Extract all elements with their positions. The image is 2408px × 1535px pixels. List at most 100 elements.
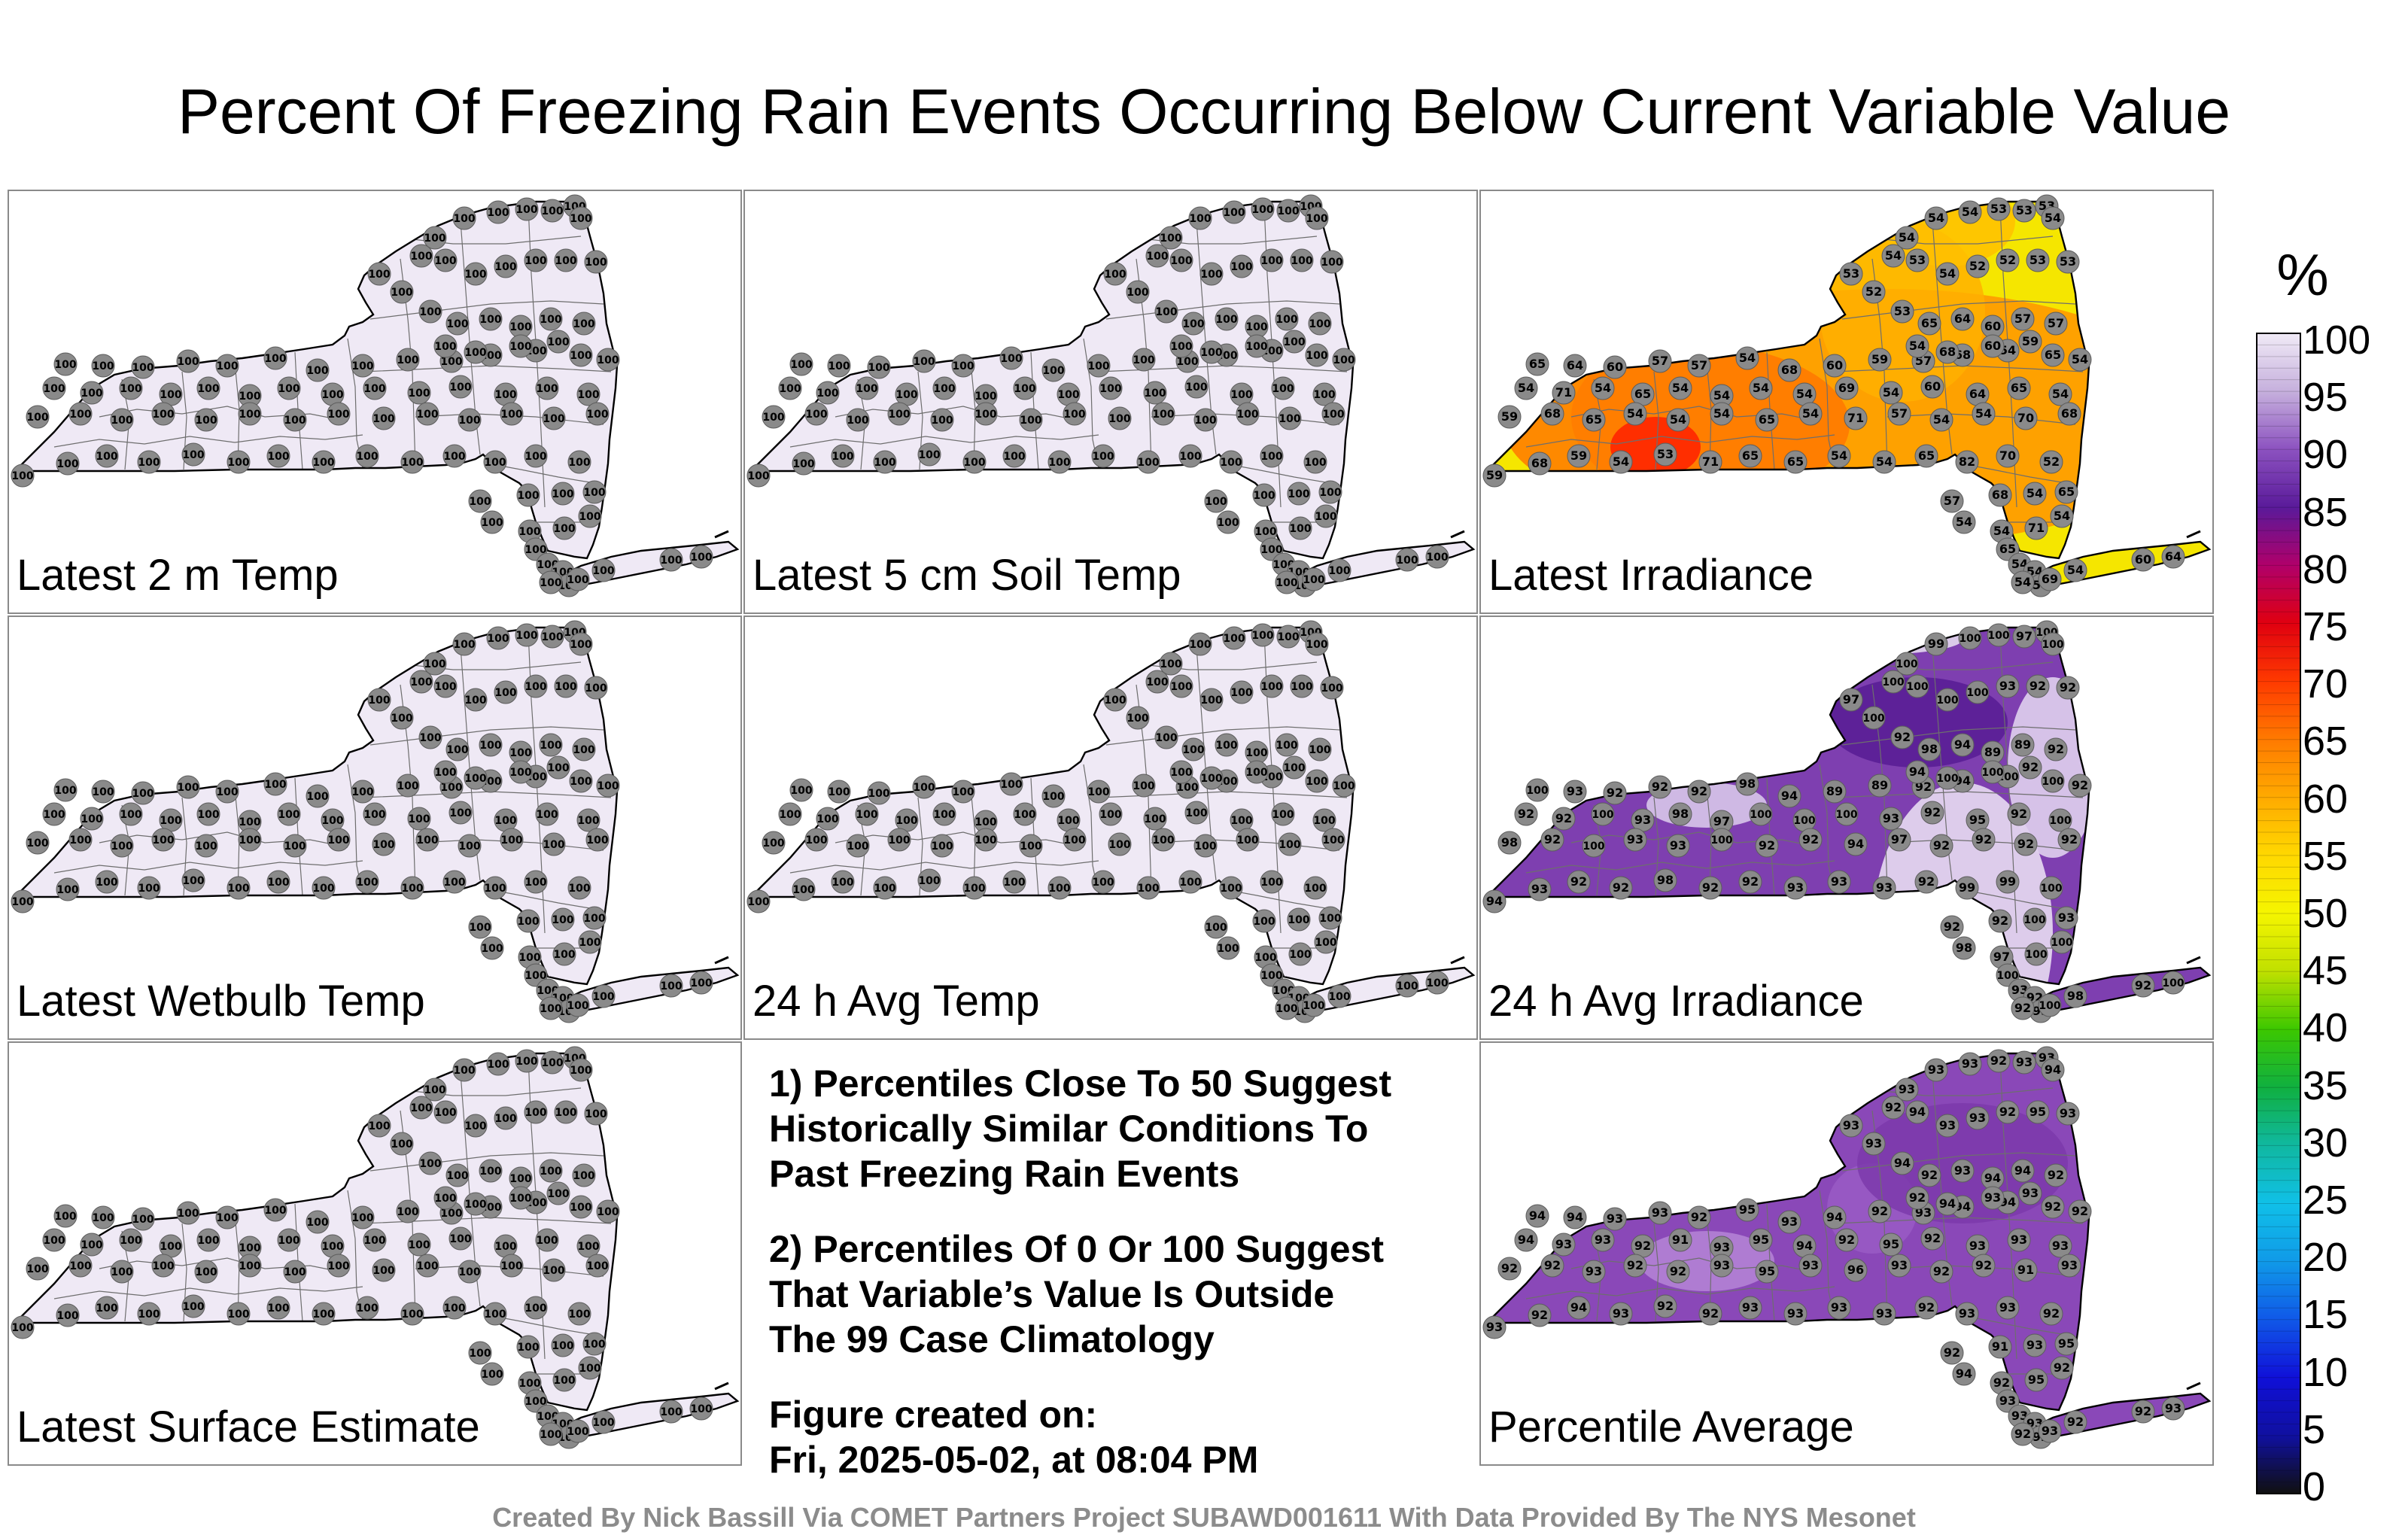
svg-text:100: 100: [1289, 523, 1311, 535]
svg-text:92: 92: [1555, 811, 1572, 825]
station-marker: 100: [1103, 262, 1127, 286]
svg-text:100: 100: [805, 409, 827, 421]
svg-text:100: 100: [1215, 314, 1237, 326]
station-marker: 100: [119, 376, 143, 400]
svg-text:93: 93: [2011, 1409, 2028, 1423]
station-marker: 92: [1940, 915, 1964, 939]
station-marker: 100: [1332, 348, 1356, 372]
svg-text:93: 93: [1962, 1056, 1978, 1071]
station-marker: 100: [1236, 402, 1260, 426]
svg-text:100: 100: [469, 1348, 491, 1360]
svg-text:100: 100: [540, 1003, 561, 1015]
svg-text:92: 92: [1544, 832, 1561, 847]
station-marker: 93: [1710, 1254, 1734, 1278]
station-marker: 100: [363, 1228, 387, 1252]
svg-text:100: 100: [573, 1170, 594, 1182]
svg-text:100: 100: [573, 318, 594, 330]
station-marker: 100: [518, 1371, 542, 1395]
station-marker: 100: [1057, 382, 1081, 406]
svg-text:100: 100: [434, 767, 456, 779]
station-marker: 100: [1321, 402, 1345, 426]
station-marker: 100: [831, 870, 855, 894]
colorbar: [2256, 333, 2301, 1494]
svg-text:100: 100: [2049, 815, 2071, 827]
svg-text:100: 100: [1137, 883, 1159, 895]
svg-text:100: 100: [410, 251, 432, 263]
station-marker: 65: [1525, 352, 1549, 376]
station-marker: 100: [596, 774, 620, 798]
station-marker: 100: [479, 1159, 503, 1183]
station-marker: 54: [1623, 402, 1647, 426]
station-marker: 92: [1540, 1254, 1564, 1278]
svg-text:100: 100: [1254, 526, 1276, 538]
svg-text:100: 100: [868, 362, 889, 374]
station-marker: 59: [1567, 444, 1591, 468]
station-marker: 100: [423, 226, 447, 250]
station-marker: 69: [2038, 567, 2062, 591]
svg-text:98: 98: [1739, 777, 1756, 791]
colorbar-tick-label: 45: [2303, 948, 2349, 994]
station-marker: 54: [2011, 570, 2035, 594]
svg-text:95: 95: [2058, 1336, 2075, 1351]
svg-text:92: 92: [1518, 807, 1534, 821]
station-marker: 100: [312, 876, 336, 900]
station-marker: 100: [327, 1254, 351, 1278]
county-border: [1120, 661, 1318, 670]
svg-text:100: 100: [1063, 834, 1085, 847]
svg-text:92: 92: [1924, 805, 1941, 819]
station-marker: 100: [778, 376, 802, 400]
station-marker: 99: [1996, 870, 2020, 894]
svg-text:92: 92: [2014, 1001, 2031, 1015]
station-marker: 100: [551, 482, 575, 506]
station-marker: 92: [1528, 1303, 1552, 1327]
svg-text:54: 54: [2026, 486, 2043, 500]
svg-text:100: 100: [160, 389, 181, 401]
svg-text:100: 100: [264, 1205, 286, 1217]
svg-text:100: 100: [26, 412, 48, 424]
svg-text:93: 93: [1486, 1320, 1503, 1334]
station-marker: 92: [1687, 1205, 1711, 1230]
station-marker: 93: [2057, 1254, 2081, 1278]
svg-text:68: 68: [1939, 345, 1956, 359]
county-border: [1525, 1286, 1835, 1299]
station-marker: 92: [2057, 828, 2081, 852]
station-marker: 64: [2161, 545, 2185, 569]
station-marker: 100: [792, 451, 816, 476]
station-marker: 65: [2041, 343, 2065, 367]
svg-text:100: 100: [579, 937, 600, 949]
svg-text:95: 95: [1883, 1237, 1899, 1251]
station-marker: 100: [524, 248, 548, 272]
station-marker: 100: [1215, 733, 1239, 757]
station-marker: 100: [827, 780, 851, 804]
svg-text:54: 54: [1713, 406, 1730, 421]
svg-text:92: 92: [1933, 838, 1950, 853]
station-marker: 100: [689, 971, 713, 995]
station-marker: 93: [1996, 1296, 2020, 1320]
county-border: [385, 236, 582, 245]
svg-text:93: 93: [1555, 1237, 1572, 1251]
station-marker: 100: [468, 915, 492, 939]
station-marker: 100: [1041, 358, 1066, 382]
station-marker: 100: [42, 802, 66, 826]
svg-text:100: 100: [356, 877, 378, 889]
station-marker: 100: [372, 832, 396, 856]
county-border: [385, 1087, 582, 1096]
station-marker: 100: [1276, 625, 1300, 649]
svg-text:100: 100: [1251, 204, 1273, 216]
station-marker: 99: [1924, 632, 1948, 656]
station-marker: 92: [1552, 807, 1576, 831]
station-marker: 92: [1914, 870, 1938, 894]
svg-text:100: 100: [1042, 791, 1064, 803]
panel-label: Latest 2 m Temp: [17, 551, 339, 600]
svg-text:100: 100: [1003, 451, 1025, 463]
station-marker: 100: [576, 1234, 600, 1258]
station-marker: 93: [2012, 1050, 2036, 1074]
station-marker: 100: [351, 354, 375, 378]
station-marker: 92: [1623, 1254, 1647, 1278]
svg-text:100: 100: [434, 1193, 456, 1205]
station-marker: 93: [1950, 1159, 1975, 1183]
station-marker: 100: [137, 1302, 161, 1326]
svg-text:93: 93: [2022, 1186, 2039, 1200]
svg-text:100: 100: [579, 511, 600, 523]
station-marker: 68: [1777, 358, 1801, 382]
